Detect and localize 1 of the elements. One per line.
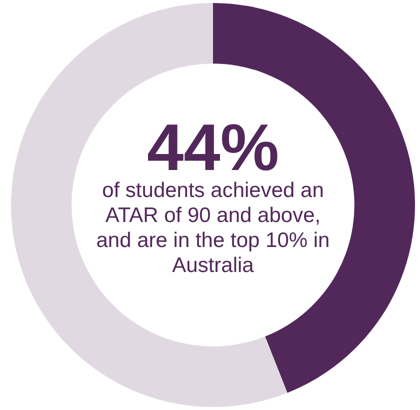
text: of students achieved an ATAR of 90 and above, and are in the top 10% in Australia — [95, 178, 331, 278]
